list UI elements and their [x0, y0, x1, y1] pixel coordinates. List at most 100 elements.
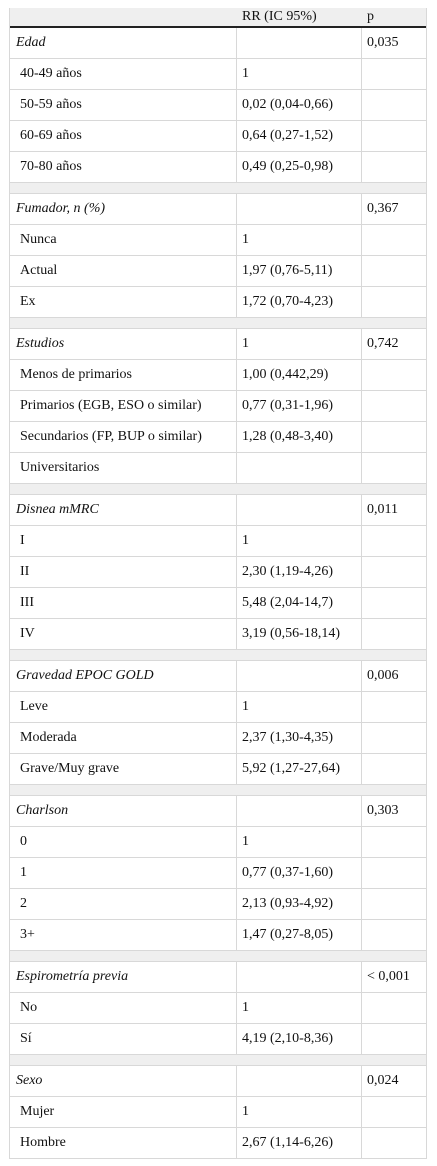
row-label: 0 [9, 827, 237, 857]
header-p: p [367, 9, 374, 24]
row-p [362, 526, 427, 556]
row-p [362, 557, 427, 587]
group-separator [9, 650, 427, 661]
table-header: RR (IC 95%) p [9, 8, 427, 28]
table-row: Actual 1,97 (0,76-5,11) [9, 256, 427, 287]
table-row: Ex 1,72 (0,70-4,23) [9, 287, 427, 318]
row-label: 60-69 años [9, 121, 237, 151]
row-p [362, 121, 427, 151]
group-row: Estudios 1 0,742 [9, 329, 427, 360]
group-separator [9, 951, 427, 962]
group-row: Charlson 0,303 [9, 796, 427, 827]
table-row: Hombre 2,67 (1,14-6,26) [9, 1128, 427, 1159]
table-body: Edad 0,035 40-49 años 1 50-59 años 0,02 (0,04… [9, 28, 427, 1159]
table-row: Menos de primarios 1,00 (0,442,29) [9, 360, 427, 391]
group-rr [237, 28, 362, 58]
row-label: II [9, 557, 237, 587]
table-row: 3+ 1,47 (0,27-8,05) [9, 920, 427, 951]
row-rr: 1,00 (0,442,29) [237, 360, 362, 390]
row-rr [237, 453, 362, 483]
group-name: Gravedad EPOC GOLD [9, 661, 237, 691]
row-p [362, 453, 427, 483]
row-label: Sí [9, 1024, 237, 1054]
table-row: IV 3,19 (0,56-18,14) [9, 619, 427, 650]
row-p [362, 619, 427, 649]
table-row: Primarios (EGB, ESO o similar) 0,77 (0,31… [9, 391, 427, 422]
risk-table: RR (IC 95%) p Edad 0,035 40-49 años 1 50-59 … [9, 8, 427, 1159]
row-rr: 2,30 (1,19-4,26) [237, 557, 362, 587]
row-rr: 1 [237, 692, 362, 722]
group-rr [237, 661, 362, 691]
group-separator [9, 318, 427, 329]
row-p [362, 920, 427, 950]
header-variable-cell [9, 8, 237, 26]
group-rr [237, 796, 362, 826]
row-rr: 2,13 (0,93-4,92) [237, 889, 362, 919]
row-p [362, 1024, 427, 1054]
row-label: I [9, 526, 237, 556]
row-p [362, 391, 427, 421]
row-p [362, 256, 427, 286]
row-label: Leve [9, 692, 237, 722]
row-rr: 1,47 (0,27-8,05) [237, 920, 362, 950]
row-rr: 1 [237, 993, 362, 1023]
group-rr [237, 1066, 362, 1096]
table-row: Leve 1 [9, 692, 427, 723]
row-label: Universitarios [9, 453, 237, 483]
row-label: 40-49 años [9, 59, 237, 89]
row-label: Ex [9, 287, 237, 317]
group-separator [9, 484, 427, 495]
row-rr: 2,67 (1,14-6,26) [237, 1128, 362, 1158]
group-name: Sexo [9, 1066, 237, 1096]
group-name: Estudios [9, 329, 237, 359]
group-p: 0,035 [367, 35, 399, 50]
row-p [362, 59, 427, 89]
group-p: 0,303 [367, 803, 399, 818]
row-label: Mujer [9, 1097, 237, 1127]
group-p: 0,367 [367, 201, 399, 216]
group-name: Disnea mMRC [9, 495, 237, 525]
row-p [362, 723, 427, 753]
row-p [362, 889, 427, 919]
row-label: Grave/Muy grave [9, 754, 237, 784]
table-row: Universitarios [9, 453, 427, 484]
row-label: 2 [9, 889, 237, 919]
table-row: 1 0,77 (0,37-1,60) [9, 858, 427, 889]
row-label: Primarios (EGB, ESO o similar) [9, 391, 237, 421]
row-rr: 1 [237, 827, 362, 857]
table-row: Nunca 1 [9, 225, 427, 256]
row-p [362, 152, 427, 182]
row-rr: 3,19 (0,56-18,14) [237, 619, 362, 649]
row-label: Hombre [9, 1128, 237, 1158]
row-rr: 0,77 (0,37-1,60) [237, 858, 362, 888]
group-separator [9, 1055, 427, 1066]
row-label: 50-59 años [9, 90, 237, 120]
table-row: Mujer 1 [9, 1097, 427, 1128]
table-row: 50-59 años 0,02 (0,04-0,66) [9, 90, 427, 121]
group-p: 0,742 [367, 336, 399, 351]
table-row: Grave/Muy grave 5,92 (1,27-27,64) [9, 754, 427, 785]
row-rr: 1 [237, 225, 362, 255]
row-p [362, 588, 427, 618]
row-rr: 1 [237, 526, 362, 556]
row-label: Menos de primarios [9, 360, 237, 390]
group-name: Espirometría previa [9, 962, 237, 992]
group-separator [9, 183, 427, 194]
row-rr: 4,19 (2,10-8,36) [237, 1024, 362, 1054]
row-label: Actual [9, 256, 237, 286]
row-label: No [9, 993, 237, 1023]
group-row: Gravedad EPOC GOLD 0,006 [9, 661, 427, 692]
row-rr: 5,48 (2,04-14,7) [237, 588, 362, 618]
row-p [362, 90, 427, 120]
row-p [362, 858, 427, 888]
table-row: Secundarios (FP, BUP o similar) 1,28 (0,4… [9, 422, 427, 453]
row-rr: 1,72 (0,70-4,23) [237, 287, 362, 317]
group-name: Fumador, n (%) [9, 194, 237, 224]
table-row: Moderada 2,37 (1,30-4,35) [9, 723, 427, 754]
row-p [362, 692, 427, 722]
row-label: 1 [9, 858, 237, 888]
table-row: 60-69 años 0,64 (0,27-1,52) [9, 121, 427, 152]
group-p: 0,011 [367, 502, 398, 517]
row-p [362, 287, 427, 317]
